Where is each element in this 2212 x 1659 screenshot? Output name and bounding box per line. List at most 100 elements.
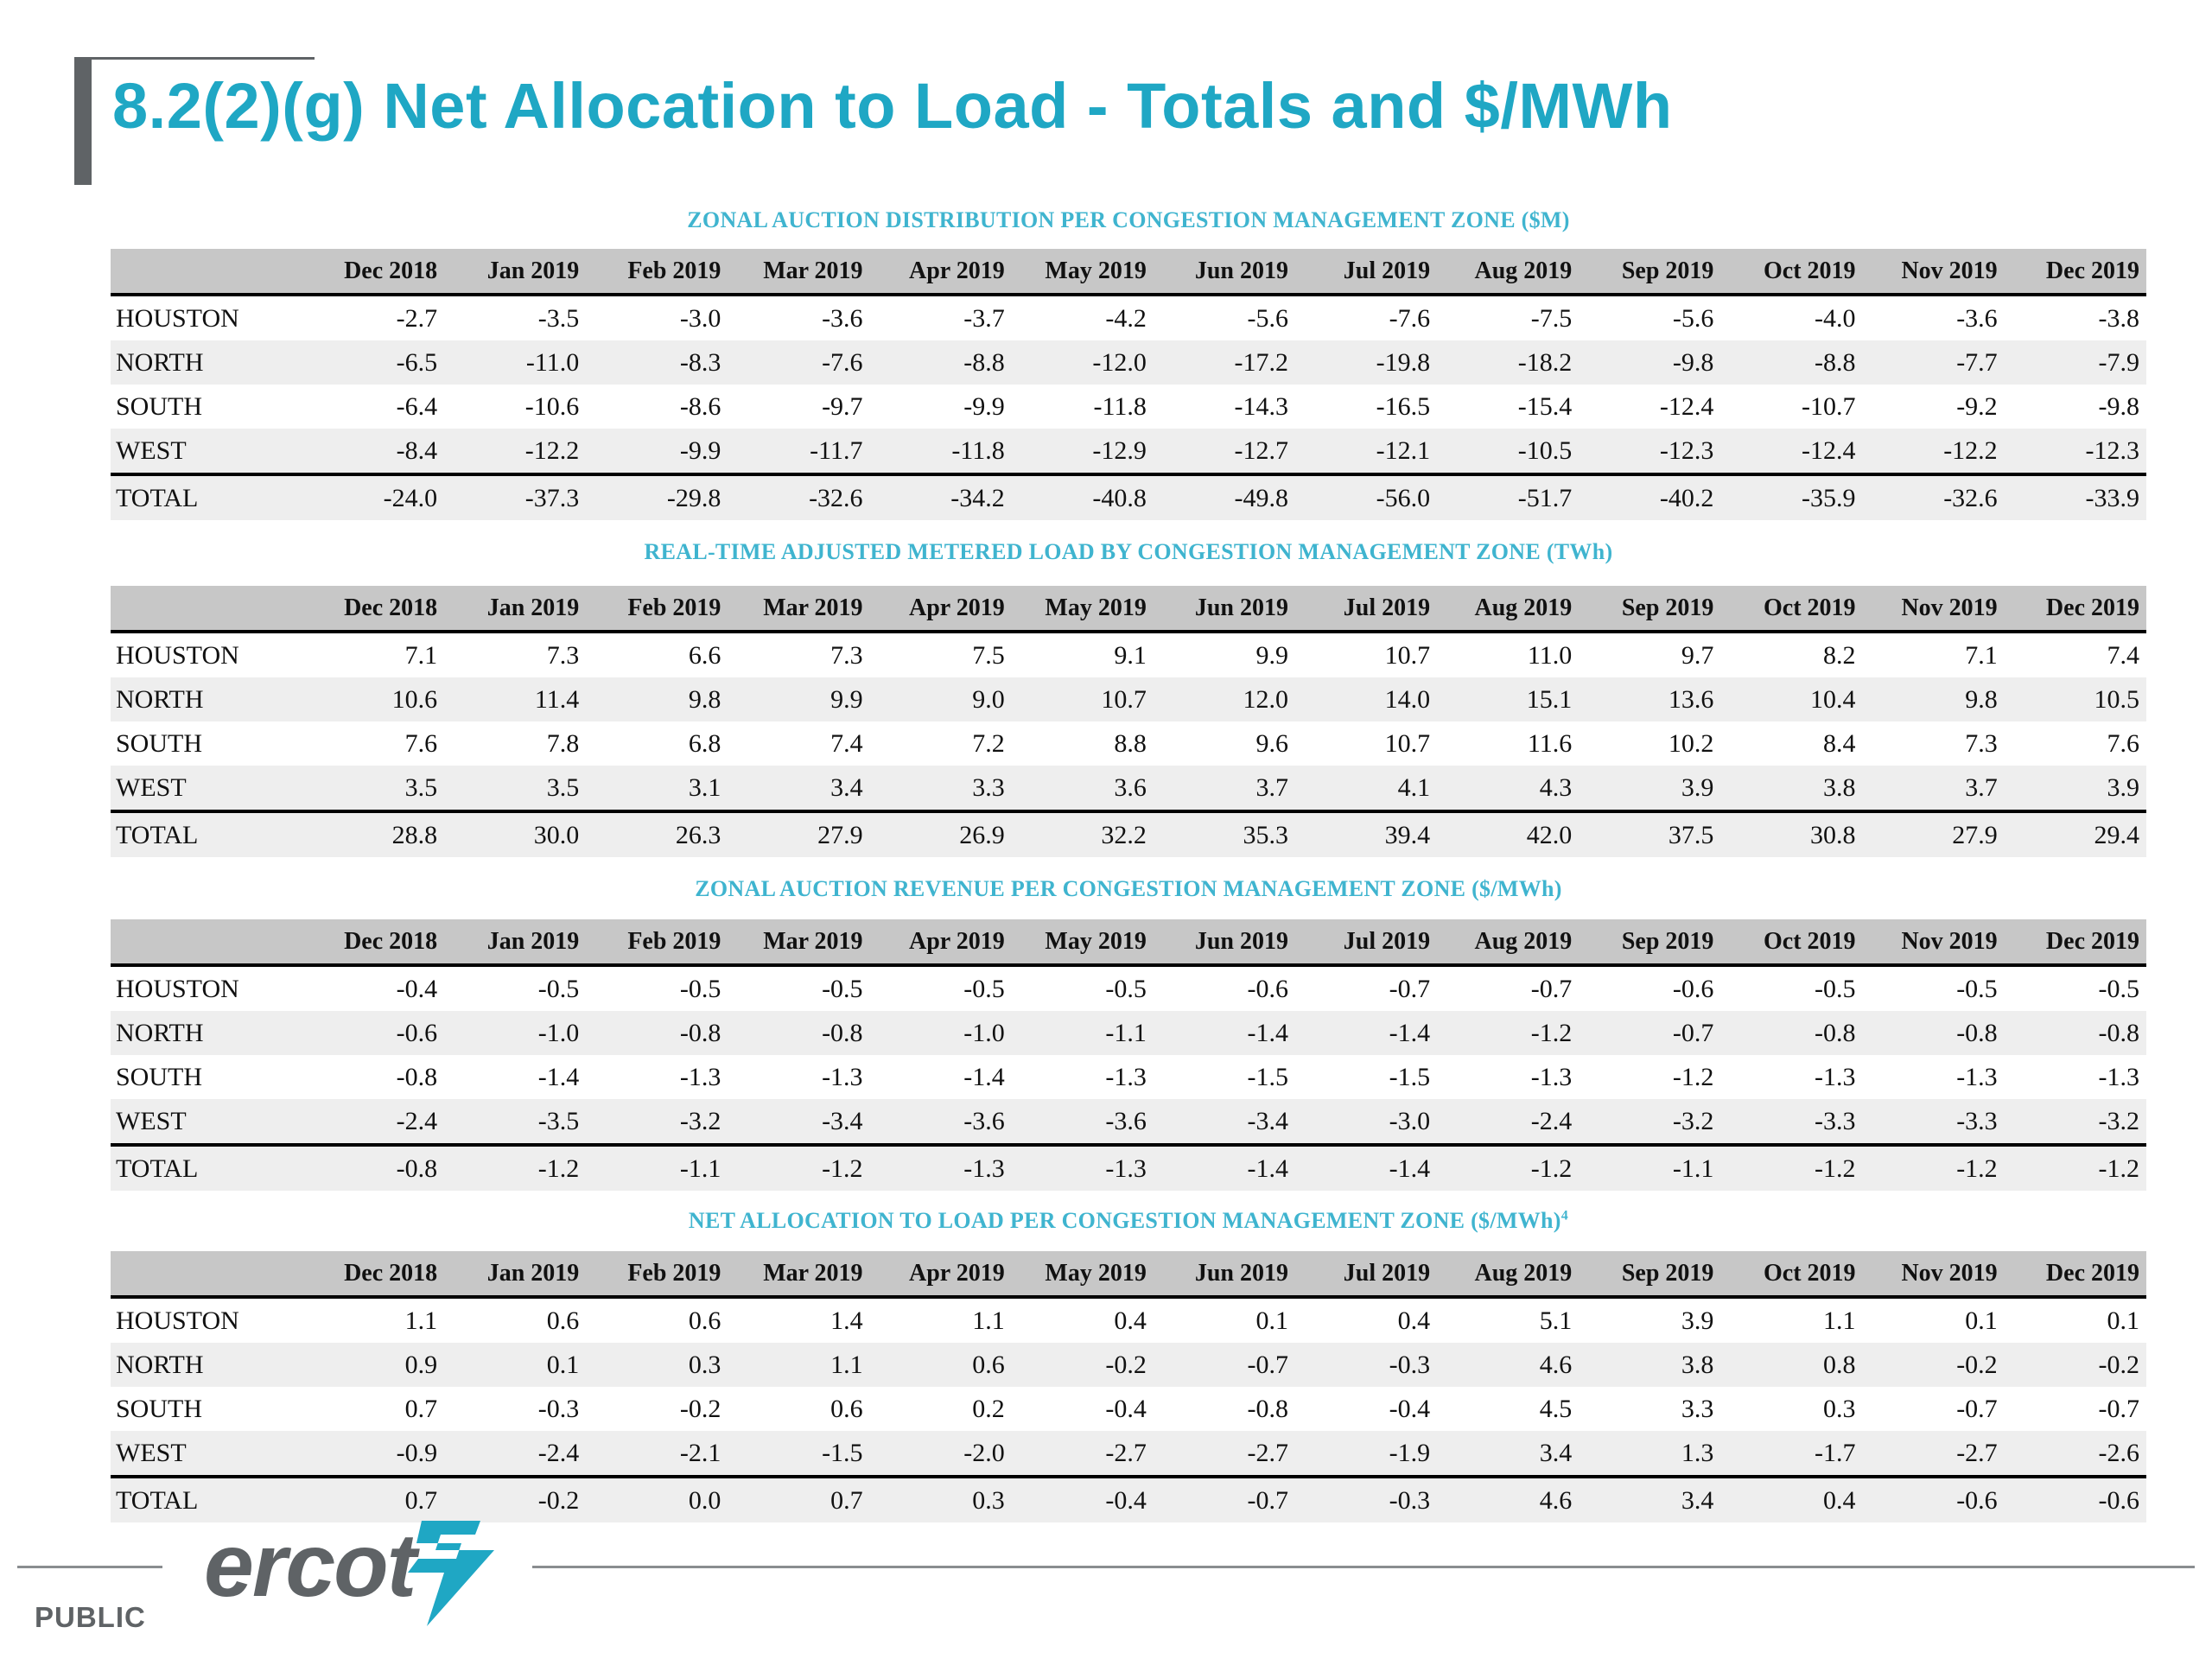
header-month: May 2019 (1011, 919, 1154, 967)
header-month: Nov 2019 (1862, 919, 2005, 967)
logo-wordmark: ercot (204, 1516, 416, 1616)
header-month: Sep 2019 (1579, 919, 1721, 967)
page-title: 8.2(2)(g) Net Allocation to Load - Total… (112, 70, 1673, 142)
table-cell: 30.8 (1720, 810, 1863, 857)
header-month: May 2019 (1011, 249, 1154, 296)
table-cell: 9.6 (1255, 728, 1288, 758)
table-cell: 3.7 (1862, 766, 2005, 811)
table-cell: 7.4 (830, 728, 863, 758)
table-cell: -0.8 (586, 1011, 728, 1055)
table-cell: -5.6 (1247, 303, 1288, 333)
table-cell: -12.1 (1294, 429, 1438, 474)
table-cell: 0.4 (1114, 1306, 1147, 1335)
table-cell: 1.3 (1579, 1431, 1721, 1477)
table-cell: -1.0 (869, 1011, 1012, 1055)
table-cell: 3.9 (1579, 766, 1721, 811)
table-cell: -3.6 (1956, 303, 1998, 333)
table-cell: 11.0 (1527, 640, 1573, 670)
table-cell: -1.1 (1579, 1143, 1721, 1191)
row-label: TOTAL (111, 1475, 302, 1522)
table-cell: -0.5 (1956, 974, 1998, 1003)
table-row: WEST 3.5 3.5 3.1 3.4 3.3 3.6 3.7 4.1 4.3 3.9 3.8 3.7… (111, 766, 2146, 811)
table-row: SOUTH -0.8 -1.4 -1.3 -1.3 -1.4 -1.3 -1.5 -1.5 -1.… (111, 1055, 2146, 1099)
row-label: SOUTH (116, 1394, 203, 1423)
table-cell: -0.3 (1294, 1343, 1438, 1387)
section-title-zonal-distribution: ZONAL AUCTION DISTRIBUTION PER CONGESTIO… (687, 207, 1570, 232)
table-cell: -1.3 (1815, 1062, 1856, 1091)
header-month: Dec 2019 (2004, 919, 2146, 967)
row-label: SOUTH (116, 391, 203, 421)
table-cell: -0.8 (1862, 1011, 2005, 1055)
table-cell: -0.4 (1105, 1394, 1147, 1423)
table-cell: -37.3 (444, 473, 587, 520)
table-cell: 10.7 (1384, 640, 1431, 670)
table-cell: -19.8 (1294, 340, 1438, 385)
table-cell: -5.6 (1672, 303, 1714, 333)
table-cell: -1.4 (1153, 1143, 1295, 1191)
table-cell: -29.8 (586, 473, 728, 520)
table-cell: -34.2 (869, 473, 1012, 520)
table-cell: -2.7 (1862, 1431, 2005, 1477)
table-cell: -3.0 (1294, 1099, 1438, 1145)
table-cell: -32.6 (728, 473, 870, 520)
table-cell: -51.7 (1437, 473, 1580, 520)
footer-rule-left (17, 1566, 162, 1568)
table-cell: -16.5 (1376, 391, 1431, 421)
table-cell: -7.5 (1530, 303, 1573, 333)
ercot-bolt-icon (408, 1521, 494, 1626)
table-cell: 0.1 (444, 1343, 587, 1387)
total-row: TOTAL 0.7 -0.2 0.0 0.7 0.3 -0.4 -0.7 -0.3 4.6 3.4 0… (111, 1475, 2146, 1522)
header-month: Oct 2019 (1720, 1251, 1863, 1299)
table-cell: 6.6 (688, 640, 721, 670)
table-cell: 37.5 (1579, 810, 1721, 857)
table-cell: 8.2 (1823, 640, 1856, 670)
table-cell: -3.6 (869, 1099, 1012, 1145)
table-cell: -2.1 (586, 1431, 728, 1477)
table-cell: 30.0 (444, 810, 587, 857)
ercot-logo: ercot (204, 1514, 498, 1628)
table-cell: 0.4 (1397, 1306, 1431, 1335)
header-month: Nov 2019 (1862, 249, 2005, 296)
table-cell: 7.5 (972, 640, 1005, 670)
table-cell: -0.2 (1011, 1343, 1154, 1387)
table-cell: 1.1 (1823, 1306, 1856, 1335)
table-cell: -11.8 (869, 429, 1012, 474)
table-cell: 3.8 (1579, 1343, 1721, 1387)
table-cell: -7.6 (1389, 303, 1431, 333)
table-cell: 42.0 (1437, 810, 1580, 857)
row-label: HOUSTON (116, 1306, 239, 1335)
table-cell: -0.5 (679, 974, 721, 1003)
header-month: Sep 2019 (1579, 1251, 1721, 1299)
table-cell: -0.7 (2098, 1394, 2140, 1423)
table-cell: 0.7 (302, 1475, 445, 1522)
table-cell: 10.2 (1668, 728, 1714, 758)
table-cell: -1.3 (1956, 1062, 1998, 1091)
table-cell: 7.3 (546, 640, 580, 670)
table-cell: -2.4 (302, 1099, 445, 1145)
table-cell: -7.7 (1862, 340, 2005, 385)
header-month: Jun 2019 (1153, 249, 1295, 296)
table-cell: 10.7 (1011, 677, 1154, 721)
header-month: Dec 2019 (2004, 586, 2146, 633)
table-cell: 3.9 (2004, 766, 2146, 811)
table-net-allocation: Dec 2018 Jan 2019 Feb 2019 Mar 2019 Apr 2019… (111, 1251, 2146, 1522)
table-cell: -1.7 (1720, 1431, 1863, 1477)
table-cell: -14.3 (1234, 391, 1288, 421)
table-cell: -3.0 (679, 303, 721, 333)
table-cell: -0.8 (396, 1062, 438, 1091)
table-cell: -12.9 (1011, 429, 1154, 474)
table-cell: -15.4 (1517, 391, 1573, 421)
table-cell: -2.4 (1437, 1099, 1580, 1145)
table-cell: -1.3 (1105, 1062, 1147, 1091)
table-cell: 3.6 (1011, 766, 1154, 811)
table-cell: -2.7 (396, 303, 438, 333)
table-cell: -9.7 (822, 391, 863, 421)
section-title-metered-load: REAL-TIME ADJUSTED METERED LOAD BY CONGE… (644, 539, 1613, 564)
table-cell: -0.4 (1389, 1394, 1431, 1423)
header-month: Apr 2019 (869, 249, 1012, 296)
row-label: HOUSTON (116, 640, 239, 670)
table-cell: -9.2 (1956, 391, 1998, 421)
section-title-zonal-revenue: ZONAL AUCTION REVENUE PER CONGESTION MAN… (695, 876, 1562, 901)
table-cell: -0.6 (1672, 974, 1714, 1003)
header-month: Feb 2019 (586, 919, 728, 967)
